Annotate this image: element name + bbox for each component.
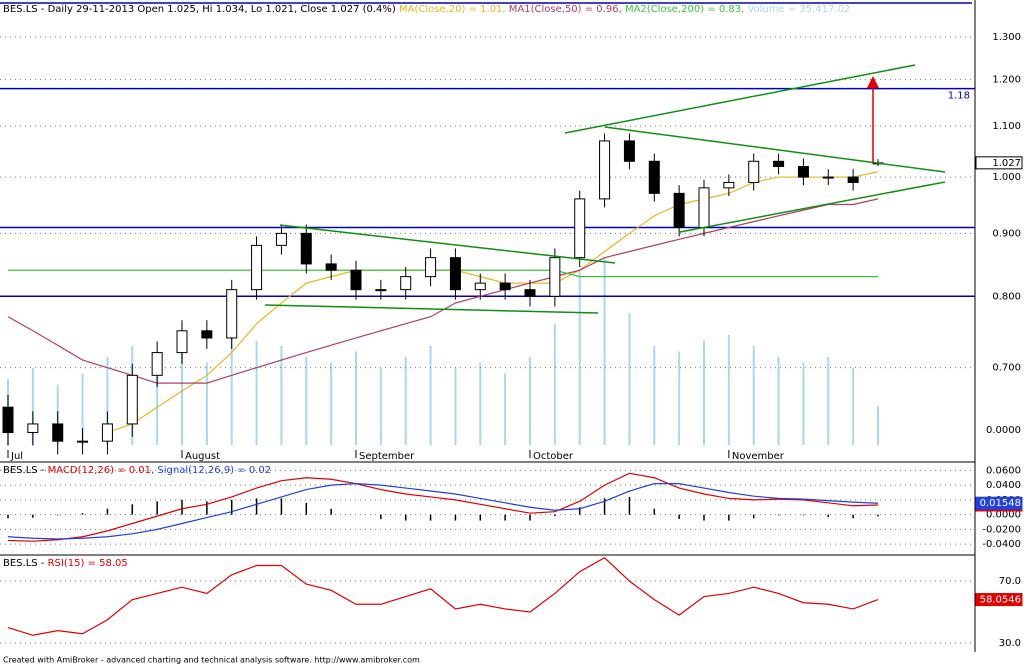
candle-body: [52, 423, 64, 442]
level-label: 1.18: [948, 91, 970, 102]
candle-body: [2, 406, 14, 433]
target-arrow: [867, 76, 879, 162]
candle-body: [574, 198, 586, 259]
candle-body: [449, 257, 461, 291]
series-line: [7, 472, 879, 542]
legend-entry: MA1(Close,50) = 0.96,: [509, 4, 622, 15]
candle-body: [325, 263, 337, 271]
series-line: [107, 171, 879, 434]
value-label: 58.0546: [980, 595, 1021, 606]
series-line: [7, 483, 879, 540]
candle-body: [350, 269, 362, 291]
value-label: 0.01548: [980, 498, 1021, 509]
candle-body: [524, 289, 536, 297]
candle-body: [300, 232, 312, 265]
y-tick-label: 0.0600: [986, 465, 1021, 476]
trendline: [279, 224, 616, 264]
candle-body: [101, 423, 113, 442]
y-tick-label: 0.0400: [986, 480, 1021, 491]
candle-body: [673, 192, 685, 228]
candle-body: [847, 176, 859, 183]
footer: Created with AmiBroker - advanced charti…: [3, 656, 420, 665]
trendline: [264, 304, 599, 314]
macd-header: BES.LS - MACD(12,26) = 0.01, Signal(12,2…: [3, 465, 271, 476]
candle-body: [723, 181, 735, 189]
legend-entry: Volume = 35,417.02: [747, 4, 850, 15]
legend-entry: MA(Close,20) = 1.01,: [399, 4, 506, 15]
trendlines: [264, 64, 946, 314]
price-header: BES.LS - Daily 29-11-2013 Open 1.025, Hi…: [3, 4, 850, 15]
candle-body: [226, 289, 238, 339]
rsi-header: BES.LS - RSI(15) = 58.05: [3, 558, 128, 569]
candle-body: [748, 160, 760, 183]
candle-body: [126, 374, 138, 425]
y-tick-label: 0.900: [992, 228, 1021, 239]
volume-tick-label: 0.0000: [986, 425, 1021, 436]
legend-entry: Signal(12,26,9) = 0.02: [157, 465, 271, 476]
candle-body: [176, 330, 188, 354]
candle-body: [474, 282, 486, 291]
candle-body: [275, 232, 287, 246]
candle-body: [400, 276, 412, 291]
candle-body: [77, 440, 89, 443]
candle-body: [151, 352, 163, 376]
value-label: 1.027: [992, 158, 1021, 169]
candle-body: [27, 423, 39, 433]
y-tick-label: 0.800: [992, 291, 1021, 302]
value-box: [975, 156, 1023, 170]
title: BES.LS -: [3, 558, 45, 569]
series-line: [8, 269, 878, 278]
y-tick-label: 70.0: [999, 576, 1021, 587]
legend-entry: MA2(Close,200) = 0.83,: [625, 4, 744, 15]
candle-body: [251, 244, 263, 291]
candle-body: [773, 160, 785, 168]
trendline: [564, 64, 916, 134]
x-tick-label: August: [185, 451, 220, 462]
x-tick-label: September: [359, 451, 415, 462]
y-tick-label: 0.700: [992, 363, 1021, 374]
candle-body: [201, 330, 213, 339]
series-line: [7, 557, 879, 636]
legend-entry: MACD(12,26) = 0.01,: [48, 465, 155, 476]
candle-body: [797, 166, 809, 178]
title: BES.LS - Daily 29-11-2013 Open 1.025, Hi…: [3, 4, 396, 15]
title: BES.LS -: [3, 465, 45, 476]
value-box: [975, 593, 1023, 607]
value-box: [975, 496, 1023, 510]
candle-body: [375, 289, 387, 292]
trendline: [679, 181, 946, 233]
y-tick-label: 0.0000: [986, 510, 1021, 521]
candle-body: [698, 187, 710, 228]
candle-body: [648, 160, 660, 194]
candle-body: [425, 257, 437, 278]
candle-body: [822, 176, 834, 179]
trendline: [604, 126, 946, 173]
y-tick-label: 1.300: [992, 32, 1021, 43]
candle-body: [549, 257, 561, 297]
y-tick-label: 30.0: [999, 638, 1021, 649]
candle-body: [499, 282, 511, 291]
arrow-head: [867, 76, 879, 88]
y-tick-label: 1.200: [992, 75, 1021, 86]
y-tick-label: 1.100: [992, 121, 1021, 132]
y-tick-label: 1.000: [992, 172, 1021, 183]
x-tick-label: November: [732, 451, 785, 462]
y-tick-label: -0.0400: [982, 539, 1021, 550]
candle-body: [599, 140, 611, 200]
plot: 0.0000 0.700 0.800 0.900 1.000 1.100 1.200 1.30…: [0, 32, 1023, 649]
x-tick-label: October: [533, 451, 574, 462]
legend-entry: RSI(15) = 58.05: [48, 558, 128, 569]
candle-body: [623, 140, 635, 162]
x-tick-label: Jul: [10, 451, 23, 462]
y-tick-label: -0.0200: [982, 524, 1021, 535]
